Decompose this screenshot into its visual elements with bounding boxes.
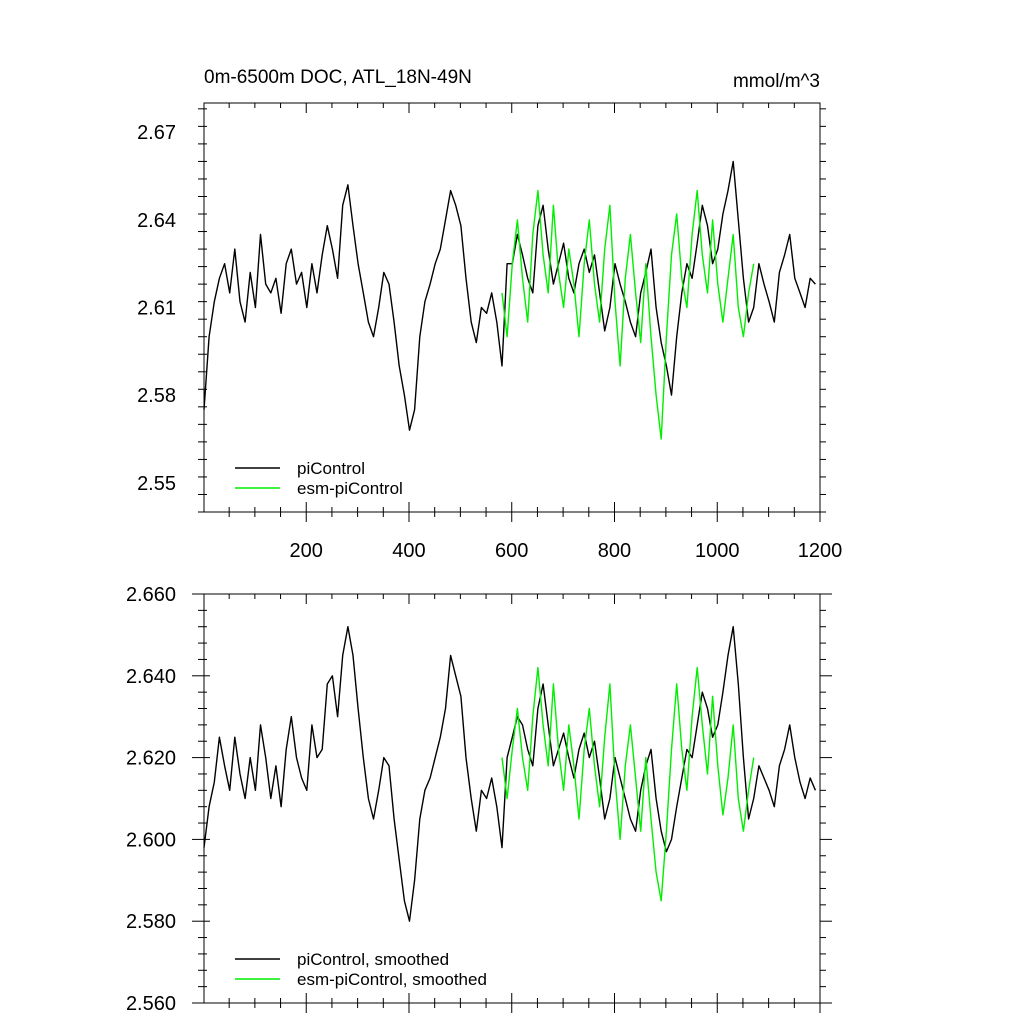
top-series-esm-picontrol-line [501, 189, 755, 440]
bottom-panel-plot: 2.560 2.580 2.600 2.620 2.640 2.660 piControl,… [126, 584, 832, 1015]
top-y-tick-label: 2.61 [137, 298, 176, 320]
bottom-y-tick-label: 2.620 [126, 748, 176, 770]
top-chart-units: mmol/m^3 [733, 71, 820, 92]
bottom-y-tick-label: 2.580 [126, 911, 176, 933]
bottom-y-tick-label: 2.600 [126, 829, 176, 851]
top-series-picontrol-line [203, 160, 816, 431]
bottom-legend-label: piControl, smoothed [297, 950, 449, 969]
bottom-y-tick-label: 2.640 [126, 666, 176, 688]
top-chart-title: 0m-6500m DOC, ATL_18N-49N [204, 67, 472, 88]
bottom-series-picontrol-smoothed-line [203, 626, 817, 922]
top-legend-label: piControl [297, 459, 365, 478]
top-panel-plot: 200 400 600 800 1000 1200 2.55 2.58 2.61 2.64 2.67… [137, 102, 843, 562]
top-y-tick-label: 2.64 [137, 210, 176, 232]
top-x-tick-label: 1000 [695, 540, 740, 562]
top-x-tick-label: 800 [598, 540, 631, 562]
top-legend-label: esm-piControl [297, 479, 403, 498]
bottom-y-tick-label: 2.560 [126, 993, 176, 1015]
top-x-tick-label: 1200 [798, 540, 843, 562]
top-y-tick-label: 2.55 [137, 473, 176, 495]
top-x-tick-label: 600 [495, 540, 528, 562]
bottom-series-esm-picontrol-smoothed-line [501, 666, 755, 902]
bottom-y-tick-label: 2.660 [126, 584, 176, 606]
top-x-tick-label: 200 [290, 540, 323, 562]
top-x-tick-label: 400 [392, 540, 425, 562]
top-y-tick-label: 2.58 [137, 385, 176, 407]
top-y-tick-label: 2.67 [137, 122, 176, 144]
bottom-legend-label: esm-piControl, smoothed [297, 970, 487, 989]
